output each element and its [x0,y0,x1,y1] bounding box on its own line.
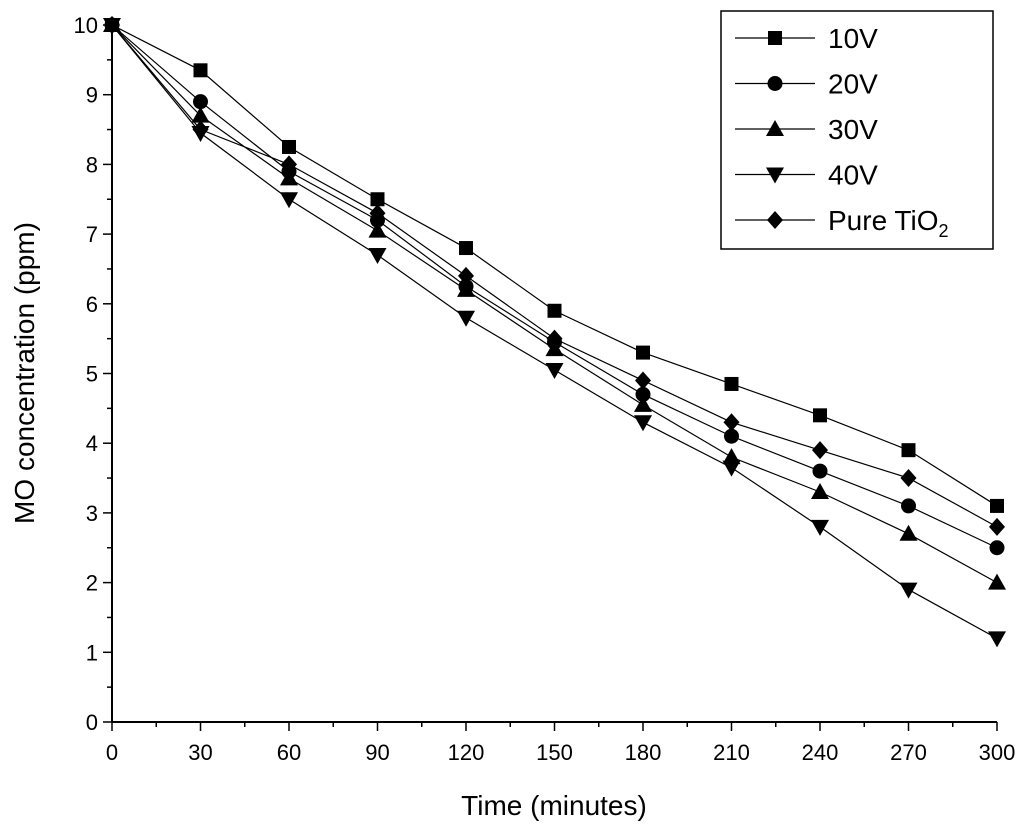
y-tick-label: 1 [86,640,98,665]
legend: 10V 20V 30V 40V Pure TiO2 [720,10,994,250]
data-point [635,371,651,390]
data-point [457,310,475,327]
data-point [812,463,828,479]
x-tick-label: 240 [802,740,839,765]
y-tick-label: 7 [86,222,98,247]
x-axis-title: Time (minutes) [461,790,647,821]
data-point [812,441,828,460]
data-point [368,248,387,265]
legend-marker [768,31,782,45]
x-tick-label: 150 [536,740,573,765]
x-tick-label: 90 [365,740,389,765]
y-tick-label: 9 [86,83,98,108]
data-point [988,573,1006,590]
legend-box [720,10,994,250]
legend-marker [766,120,784,136]
legend-marker [767,211,783,229]
data-point [901,443,916,458]
legend-label: 40V [828,160,878,191]
data-point [722,448,741,465]
data-point [990,498,1004,513]
x-tick-label: 270 [890,740,927,765]
data-point [723,413,740,432]
data-point [545,340,564,357]
data-point [368,221,387,238]
data-point [280,169,298,186]
y-tick-label: 0 [86,710,98,735]
data-point [989,540,1005,556]
data-point [813,408,827,423]
y-tick-label: 8 [86,152,98,177]
y-tick-label: 4 [86,431,98,456]
y-tick-label: 3 [86,501,98,526]
legend-marker [766,167,784,184]
y-tick-label: 10 [74,13,98,38]
x-tick-label: 180 [625,740,662,765]
data-point [634,395,652,412]
y-axis-ticks: 0 1 2 3 4 5 6 7 8 9 10 [74,13,112,735]
y-axis-title: MO concentration (ppm) [9,222,40,524]
legend-marker [767,76,783,91]
data-point [191,106,210,123]
data-point [634,415,652,432]
legend-label: Pure TiO2 [828,205,949,241]
x-axis-ticks: 0 30 60 90 120 150 180 210 240 270 300 [106,722,1015,765]
data-point [546,329,563,348]
data-point [989,517,1005,536]
x-tick-label: 120 [448,740,485,765]
legend-label: 10V [828,23,878,54]
data-point [724,428,739,444]
data-point [636,345,650,360]
x-tick-label: 300 [979,740,1016,765]
y-tick-label: 6 [86,292,98,317]
legend-label: 30V [828,114,878,145]
data-point [900,469,917,488]
data-point [192,120,209,139]
x-tick-label: 0 [106,740,118,765]
data-point [280,192,298,209]
data-point [545,363,564,380]
data-point [635,386,651,402]
data-point [899,524,918,541]
data-point [811,482,829,499]
data-point [547,303,562,318]
data-point [988,631,1006,648]
x-tick-label: 210 [713,740,750,765]
data-point [901,498,916,514]
x-tick-label: 30 [188,740,212,765]
legend-label: 20V [828,69,878,100]
data-point [724,376,739,391]
data-point [193,63,208,78]
data-point [369,204,386,223]
data-point [458,266,474,285]
data-point [370,192,385,207]
data-point [193,94,208,110]
data-point [722,460,741,477]
data-point [811,519,829,536]
y-tick-label: 2 [86,571,98,596]
data-point [459,241,473,256]
data-point [899,582,918,599]
data-point [281,155,297,174]
data-point [282,139,296,154]
x-tick-label: 60 [277,740,301,765]
data-point [457,280,475,297]
y-tick-label: 5 [86,362,98,387]
